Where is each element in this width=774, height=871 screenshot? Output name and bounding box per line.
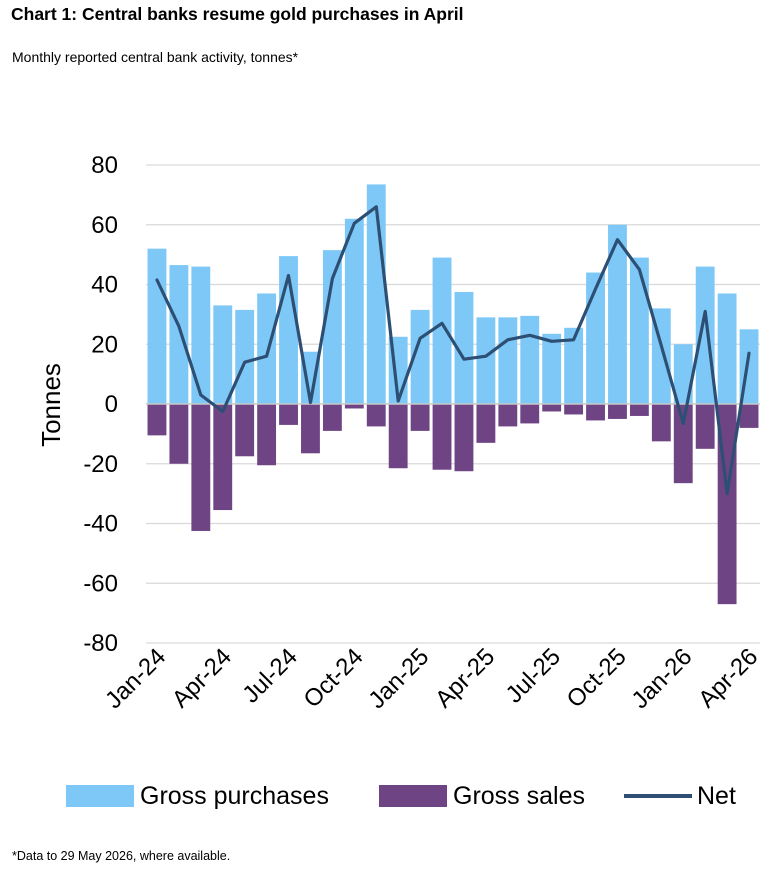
legend-label-sales: Gross sales: [453, 782, 585, 810]
bar-gross-sales: [629, 404, 649, 416]
y-tick-label: 40: [91, 272, 118, 299]
bar-gross-sales: [739, 404, 759, 428]
bar-gross-sales: [191, 404, 211, 531]
bar-gross-purchases: [476, 317, 496, 404]
x-tick-label: Oct-24: [299, 643, 369, 713]
bar-gross-sales: [257, 404, 277, 466]
bar-gross-purchases: [695, 266, 715, 404]
x-tick-label: Jan-25: [363, 643, 434, 714]
bar-gross-sales: [169, 404, 189, 464]
bar-gross-sales: [542, 404, 562, 412]
chart-subtitle: Monthly reported central bank activity, …: [12, 49, 299, 65]
y-tick-label: 80: [91, 152, 118, 179]
bar-gross-sales: [301, 404, 320, 454]
bar-gross-sales: [344, 404, 364, 409]
bar-gross-sales: [410, 404, 430, 431]
x-tick-label: Apr-26: [693, 643, 763, 713]
bar-gross-purchases: [564, 327, 584, 404]
x-tick-label: Oct-25: [562, 643, 632, 713]
bar-gross-purchases: [213, 305, 233, 404]
bar-gross-purchases: [344, 218, 364, 404]
y-axis-ticks: 80 60 40 20 0 -20 -40 -60 -80: [83, 152, 118, 657]
net-line: [155, 205, 751, 496]
bar-gross-purchases: [257, 293, 277, 404]
footnote: *Data to 29 May 2026, where available.: [12, 849, 231, 863]
bar-gross-purchases: [717, 293, 737, 404]
y-tick-label: -20: [83, 451, 118, 478]
bar-gross-purchases: [147, 248, 167, 404]
bar-gross-sales: [564, 404, 584, 415]
bar-gross-purchases: [191, 266, 211, 404]
bar-gross-purchases: [498, 317, 518, 404]
bar-gross-sales: [586, 404, 605, 421]
bar-gross-sales: [454, 404, 474, 472]
bar-gross-sales: [673, 404, 693, 484]
bar-gross-purchases: [322, 250, 342, 404]
chart-title: Chart 1: Central banks resume gold purch…: [11, 4, 464, 24]
bar-gross-sales: [279, 404, 298, 425]
legend: Gross purchases Gross sales Net: [66, 782, 736, 810]
bar-gross-purchases: [542, 333, 562, 404]
bar-gross-purchases: [608, 224, 627, 404]
x-tick-label: Jan-26: [627, 643, 698, 714]
bar-gross-purchases: [673, 344, 693, 404]
bar-gross-sales: [608, 404, 627, 419]
bar-gross-purchases: [629, 257, 649, 404]
y-axis-label: Tonnes: [36, 363, 66, 447]
bar-gross-purchases: [454, 291, 474, 404]
net-line-layer: [155, 205, 751, 496]
y-tick-label: -40: [83, 511, 118, 538]
bar-gross-purchases: [301, 351, 320, 404]
bar-gross-sales: [366, 404, 386, 427]
bar-gross-sales: [235, 404, 255, 457]
y-tick-label: 20: [91, 331, 118, 358]
bar-gross-sales: [432, 404, 452, 470]
bar-gross-purchases: [169, 265, 189, 404]
bar-gross-purchases: [235, 309, 255, 404]
gridlines: [146, 164, 760, 644]
legend-swatch-sales: [379, 785, 447, 807]
bar-gross-sales: [476, 404, 496, 443]
bar-gross-sales: [695, 404, 715, 449]
x-tick-label: Jul-24: [237, 643, 302, 708]
bar-gross-sales: [498, 404, 518, 427]
y-tick-label: -60: [83, 570, 118, 597]
bar-gross-sales: [520, 404, 540, 424]
bar-gross-sales: [388, 404, 408, 469]
bar-gross-sales: [213, 404, 233, 511]
bar-gross-sales: [322, 404, 342, 431]
legend-label-net: Net: [697, 782, 736, 810]
x-tick-label: Apr-25: [430, 643, 500, 713]
legend-label-purchases: Gross purchases: [140, 782, 329, 810]
bars: [147, 184, 759, 605]
x-tick-label: Jul-25: [501, 643, 566, 708]
bar-gross-purchases: [586, 272, 605, 404]
legend-swatch-purchases: [66, 785, 134, 807]
x-tick-label: Apr-24: [167, 643, 237, 713]
y-tick-label: 0: [105, 391, 118, 418]
y-tick-label: -80: [83, 630, 118, 657]
y-tick-label: 60: [91, 212, 118, 239]
bar-gross-purchases: [432, 257, 452, 404]
bar-gross-sales: [147, 404, 167, 436]
bar-gross-purchases: [520, 315, 540, 404]
bar-gross-sales: [651, 404, 671, 442]
